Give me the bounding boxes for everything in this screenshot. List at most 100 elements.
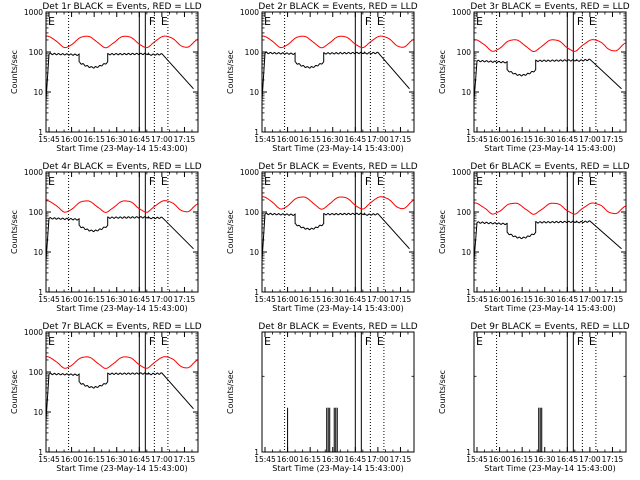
event-marker: E bbox=[161, 335, 168, 348]
y-tick-label: 1 bbox=[466, 128, 471, 137]
y-axis-label: Counts/sec bbox=[10, 370, 19, 414]
x-tick-label: 16:45 bbox=[344, 455, 366, 464]
event-marker: F bbox=[577, 175, 583, 188]
x-tick-label: 17:00 bbox=[151, 295, 173, 304]
y-tick-label: 100 bbox=[29, 368, 44, 377]
x-axis-label: Start Time (23-May-14 15:43:00) bbox=[484, 464, 615, 473]
event-marker: E bbox=[264, 15, 271, 28]
x-tick-label: 16:30 bbox=[534, 135, 556, 144]
x-tick-label: 15:45 bbox=[38, 295, 60, 304]
y-tick-label: 100 bbox=[457, 208, 472, 217]
x-axis-label: Start Time (23-May-14 15:43:00) bbox=[272, 304, 403, 313]
y-axis-label: Counts/sec bbox=[226, 370, 235, 414]
x-tick-label: 16:30 bbox=[106, 295, 128, 304]
y-axis-label: Counts/sec bbox=[438, 370, 447, 414]
x-tick-label: 17:00 bbox=[151, 135, 173, 144]
lld-series-line bbox=[262, 196, 415, 210]
x-tick-label: 16:15 bbox=[83, 135, 105, 144]
x-tick-label: 16:45 bbox=[556, 135, 578, 144]
y-tick-label: 100 bbox=[245, 208, 260, 217]
x-tick-label: 16:45 bbox=[344, 295, 366, 304]
x-tick-label: 16:45 bbox=[556, 295, 578, 304]
event-marker: E bbox=[377, 335, 384, 348]
y-tick-label: 1 bbox=[38, 288, 43, 297]
x-tick-label: 16:45 bbox=[128, 135, 150, 144]
x-tick-label: 16:00 bbox=[61, 135, 83, 144]
events-series-line bbox=[473, 58, 622, 101]
x-tick-label: 17:00 bbox=[579, 135, 601, 144]
event-marker: E bbox=[476, 335, 483, 348]
panel-title: Det 9r BLACK = Events, RED = LLD bbox=[470, 322, 629, 332]
x-tick-label: 17:15 bbox=[174, 135, 196, 144]
x-tick-label: 16:00 bbox=[61, 455, 83, 464]
y-tick-label: 100 bbox=[457, 48, 472, 57]
lld-series-line bbox=[261, 35, 415, 49]
x-tick-label: 16:15 bbox=[299, 455, 321, 464]
event-marker: E bbox=[377, 175, 384, 188]
x-tick-label: 17:15 bbox=[602, 455, 624, 464]
y-tick-label: 100 bbox=[245, 48, 260, 57]
x-tick-label: 15:45 bbox=[466, 455, 488, 464]
x-tick-label: 17:15 bbox=[390, 295, 412, 304]
y-axis-label: Counts/sec bbox=[10, 210, 19, 254]
x-tick-label: 16:30 bbox=[534, 295, 556, 304]
y-tick-label: 10 bbox=[33, 248, 43, 257]
event-marker: E bbox=[476, 175, 483, 188]
x-tick-label: 17:00 bbox=[367, 295, 389, 304]
x-tick-label: 16:15 bbox=[83, 295, 105, 304]
event-marker: F bbox=[365, 15, 371, 28]
panel-title: Det 2r BLACK = Events, RED = LLD bbox=[258, 2, 417, 12]
panel-title: Det 1r BLACK = Events, RED = LLD bbox=[42, 2, 201, 12]
event-marker: E bbox=[161, 175, 168, 188]
y-tick-label: 1 bbox=[254, 128, 259, 137]
y-tick-label: 1000 bbox=[24, 328, 43, 337]
y-tick-label: 10 bbox=[33, 408, 43, 417]
y-tick-label: 10 bbox=[461, 248, 471, 257]
lld-series-line bbox=[45, 200, 199, 213]
y-axis-label: Counts/sec bbox=[10, 50, 19, 94]
x-axis-label: Start Time (23-May-14 15:43:00) bbox=[56, 464, 187, 473]
event-marker: E bbox=[476, 15, 483, 28]
plot-frame bbox=[261, 11, 415, 133]
y-tick-label: 1000 bbox=[240, 8, 259, 17]
panel-5: Det 5r BLACK = Events, RED = LLD 1 10 100 10… bbox=[226, 162, 418, 313]
panel-title: Det 6r BLACK = Events, RED = LLD bbox=[470, 162, 629, 172]
event-marker: E bbox=[377, 15, 384, 28]
event-marker: E bbox=[264, 335, 271, 348]
y-axis-label: Counts/sec bbox=[438, 50, 447, 94]
y-tick-label: 10 bbox=[33, 88, 43, 97]
x-tick-label: 15:45 bbox=[38, 455, 60, 464]
y-tick-label: 1 bbox=[466, 288, 471, 297]
plot-frame bbox=[473, 331, 627, 453]
events-series-line bbox=[45, 52, 194, 101]
x-tick-label: 16:45 bbox=[128, 295, 150, 304]
event-marker: E bbox=[589, 175, 596, 188]
event-marker: F bbox=[149, 175, 155, 188]
y-tick-label: 10 bbox=[249, 88, 259, 97]
lld-series-line bbox=[45, 356, 199, 369]
x-tick-label: 17:00 bbox=[151, 455, 173, 464]
x-tick-label: 16:30 bbox=[106, 455, 128, 464]
y-tick-label: 1 bbox=[38, 448, 43, 457]
event-marker: E bbox=[589, 15, 596, 28]
x-tick-label: 16:15 bbox=[511, 135, 533, 144]
event-marker: E bbox=[48, 335, 55, 348]
events-series-line bbox=[45, 371, 194, 421]
panel-4: Det 4r BLACK = Events, RED = LLD 1 10 100 10… bbox=[10, 162, 202, 313]
event-marker: F bbox=[577, 15, 583, 28]
panel-1: Det 1r BLACK = Events, RED = LLD 1 10 100 10… bbox=[10, 2, 202, 153]
y-tick-label: 1 bbox=[254, 288, 259, 297]
plot-frame bbox=[45, 171, 199, 293]
lld-series-line bbox=[474, 39, 627, 52]
x-axis-label: Start Time (23-May-14 15:43:00) bbox=[484, 144, 615, 153]
panel-title: Det 7r BLACK = Events, RED = LLD bbox=[42, 322, 201, 332]
event-marker: E bbox=[48, 175, 55, 188]
x-tick-label: 16:45 bbox=[344, 135, 366, 144]
event-marker: E bbox=[589, 335, 596, 348]
plot-frame bbox=[45, 11, 199, 133]
x-tick-label: 15:45 bbox=[466, 295, 488, 304]
y-axis-label: Counts/sec bbox=[438, 210, 447, 254]
plot-frame bbox=[45, 331, 199, 453]
y-tick-label: 100 bbox=[29, 208, 44, 217]
